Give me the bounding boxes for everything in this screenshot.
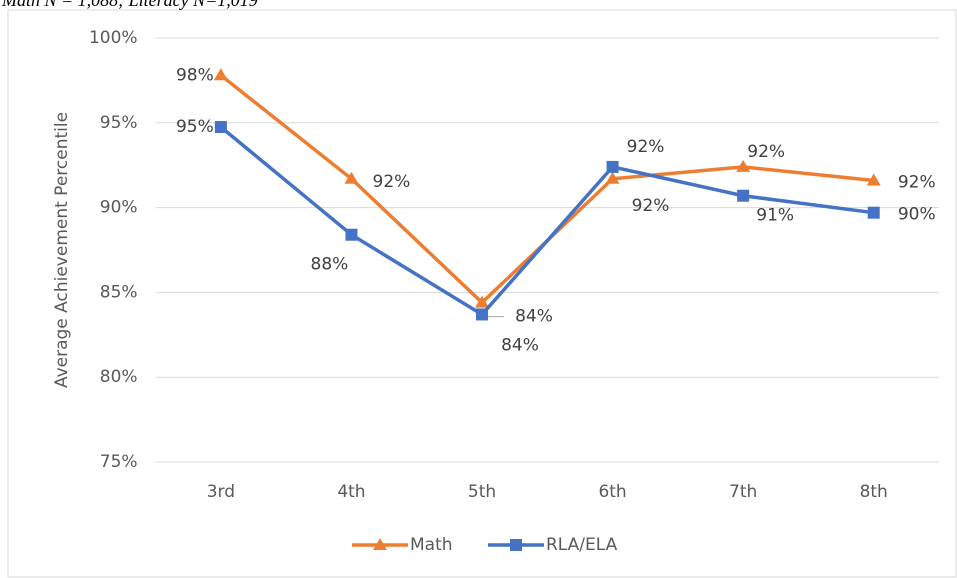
marker [510, 539, 522, 551]
x-tick-label: 3rd [207, 482, 235, 502]
y-tick-label: 80% [100, 367, 138, 387]
x-tick-label: 6th [598, 482, 626, 502]
series-line [219, 125, 874, 317]
marker [373, 538, 387, 550]
data-label: 95% [176, 117, 214, 137]
data-label: 98% [176, 65, 214, 85]
y-tick-label: 90% [100, 198, 138, 218]
x-tick-label: 7th [729, 482, 757, 502]
x-tick-label: 5th [468, 482, 496, 502]
data-label: 84% [501, 335, 539, 355]
marker [736, 159, 751, 172]
marker [737, 189, 750, 202]
data-label: 92% [373, 172, 411, 192]
data-label: 92% [627, 137, 665, 157]
x-tick-label: 8th [860, 482, 888, 502]
marker [476, 308, 489, 321]
y-tick-label: 75% [100, 452, 138, 472]
y-tick-label: 95% [100, 113, 138, 133]
subtitle: Math N = 1,088; Literacy N=1,019 [1, 0, 258, 10]
marker [475, 295, 490, 308]
marker [867, 206, 880, 219]
data-label: 92% [632, 196, 670, 216]
x-tick-label: 4th [337, 482, 365, 502]
data-label: 84% [515, 307, 553, 327]
legend-label: Math [410, 535, 453, 555]
y-tick-label: 100% [89, 28, 138, 48]
marker [605, 171, 620, 184]
data-label: 90% [898, 205, 936, 225]
marker [344, 171, 359, 184]
legend-label: RLA/ELA [546, 535, 618, 555]
y-tick-label: 85% [100, 282, 138, 302]
marker [606, 160, 619, 173]
data-label: 92% [747, 142, 785, 162]
chart-border [7, 9, 957, 578]
data-label: 91% [756, 206, 794, 226]
marker [345, 228, 358, 241]
y-axis-label: Average Achievement Percentile [52, 112, 72, 388]
data-label: 92% [898, 172, 936, 192]
marker [214, 121, 227, 134]
data-label: 88% [311, 255, 349, 275]
marker [213, 68, 228, 81]
marker [866, 173, 881, 186]
